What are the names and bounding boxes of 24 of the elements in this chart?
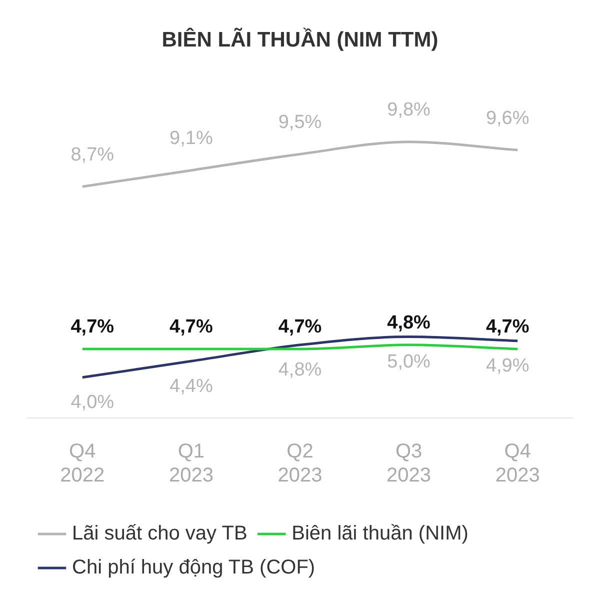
x-tick-label: Q3 2023 — [386, 440, 432, 487]
data-label: 4,0% — [70, 392, 114, 414]
legend-label: Chi phí huy động TB (COF) — [72, 556, 316, 579]
data-label: 5,0% — [387, 352, 431, 373]
data-label: 9,6% — [486, 108, 530, 129]
data-label: 9,8% — [387, 100, 431, 121]
data-label: 8,7% — [70, 144, 114, 166]
x-tick-label: Q4 2022 — [60, 440, 105, 487]
data-label: 9,1% — [170, 128, 213, 150]
data-label: 4,8% — [387, 312, 431, 334]
legend-label: Biên lãi thuần (NIM) — [292, 522, 468, 545]
data-label: 4,7% — [486, 316, 530, 338]
data-label: 4,4% — [170, 376, 213, 397]
x-tick-label: Q4 2023 — [495, 440, 540, 487]
legend-label: Lãi suất cho vay TB — [72, 522, 248, 545]
data-label: 4,9% — [486, 356, 530, 377]
x-tick-label: Q2 2023 — [278, 440, 322, 487]
data-label: 4,7% — [170, 316, 213, 338]
data-label: 4,7% — [278, 316, 322, 338]
data-label: 9,5% — [278, 112, 322, 133]
chart-title: BIÊN LÃI THUẦN (NIM TTM) — [162, 27, 438, 52]
data-label: 4,8% — [278, 360, 322, 381]
x-tick-label: Q1 2023 — [168, 440, 214, 487]
data-label: 4,7% — [70, 316, 114, 338]
